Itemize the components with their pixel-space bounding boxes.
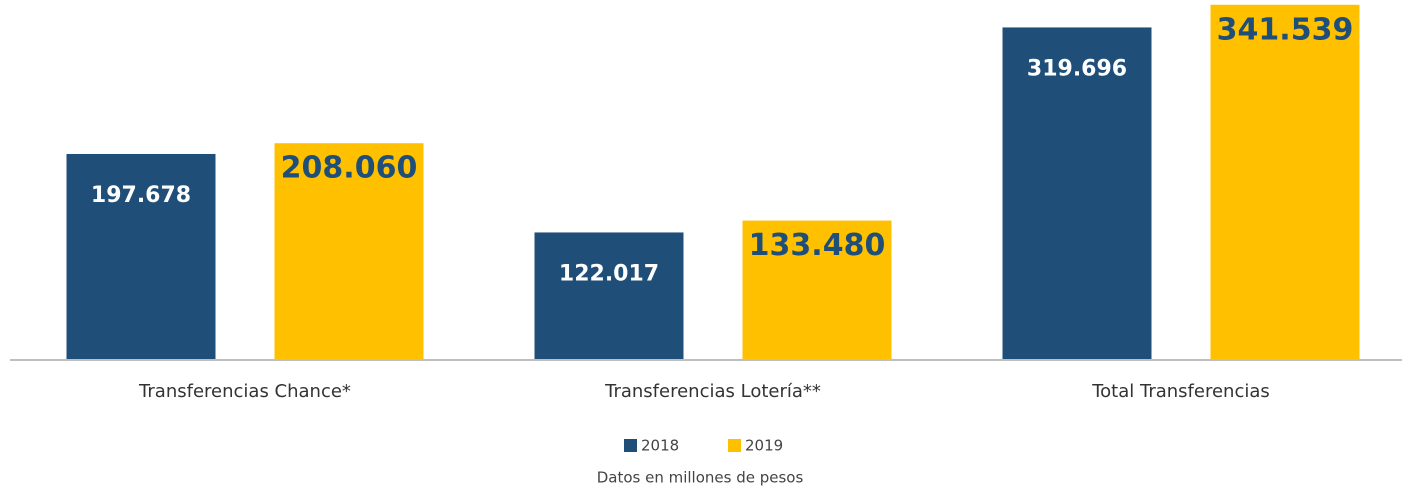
bar	[1002, 27, 1152, 360]
legend-swatch	[728, 439, 741, 452]
bar	[1210, 4, 1360, 359]
data-label: 133.480	[749, 228, 886, 263]
x-tick-label: Transferencias Lotería**	[604, 381, 821, 402]
bar	[66, 153, 216, 359]
legend-label: 2018	[641, 437, 679, 455]
data-label: 122.017	[559, 261, 659, 286]
bar	[534, 232, 684, 359]
bar	[274, 143, 424, 359]
bar	[742, 220, 892, 359]
x-tick-label: Transferencias Chance*	[138, 381, 351, 402]
legend-swatch	[624, 439, 637, 452]
data-label: 208.060	[281, 151, 418, 186]
data-label: 341.539	[1217, 12, 1354, 47]
x-tick-label: Total Transferencias	[1091, 381, 1270, 402]
legend-label: 2019	[745, 437, 783, 455]
data-label: 197.678	[91, 183, 191, 208]
note: Datos en millones de pesos	[597, 469, 804, 487]
data-label: 319.696	[1027, 56, 1127, 81]
